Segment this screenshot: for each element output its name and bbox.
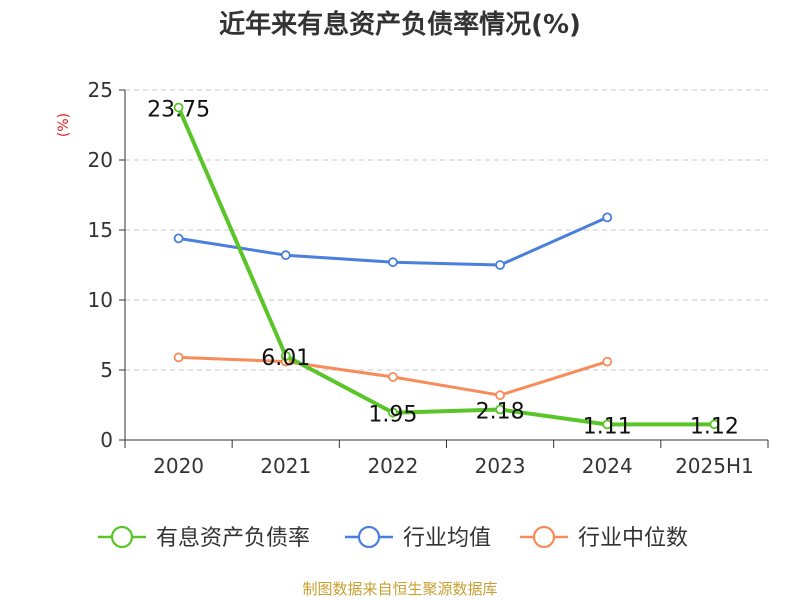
data-point <box>388 407 398 418</box>
legend-marker <box>532 525 556 549</box>
series-2 <box>173 212 613 270</box>
data-point <box>709 419 720 430</box>
data-label: 23.75 <box>147 98 210 123</box>
data-point <box>280 250 291 261</box>
data-point <box>173 352 184 363</box>
x-tick-label: 2023 <box>475 454 526 478</box>
x-tick-label: 2025H1 <box>675 454 754 478</box>
axes: 0 5 10 15 20 25 (%) 2020 2021 2022 2023 2024 2025H1 <box>56 78 769 478</box>
data-point <box>388 372 398 382</box>
data-point <box>495 404 505 415</box>
source-note: 制图数据来自恒生聚源数据库 <box>302 580 498 598</box>
data-point <box>173 102 184 113</box>
data-point <box>602 212 613 223</box>
data-label: 1.12 <box>690 414 739 439</box>
data-labels: 23.75 6.01 1.95 2.18 1.11 1.12 <box>147 98 739 440</box>
legend: 有息资产负债率 行业均值 行业中位数 <box>98 525 688 551</box>
y-tick-label: 0 <box>100 428 113 452</box>
y-tick-label: 20 <box>88 148 113 172</box>
y-tick-label: 10 <box>88 288 113 312</box>
legend-label: 行业中位数 <box>578 526 688 551</box>
data-label: 2.18 <box>476 399 525 424</box>
series-line <box>176 106 715 427</box>
x-tick-label: 2022 <box>367 454 418 478</box>
legend-label: 有息资产负债率 <box>156 526 310 551</box>
x-tick-label: 2021 <box>260 454 311 478</box>
legend-label: 行业均值 <box>403 526 491 551</box>
series-1 <box>173 102 720 430</box>
data-point <box>495 260 505 270</box>
data-point <box>602 419 613 430</box>
y-tick-label: 5 <box>100 358 113 382</box>
y-tick-label: 15 <box>88 218 113 242</box>
legend-item-3: 行业中位数 <box>520 525 688 551</box>
legend-item-2: 行业均值 <box>345 525 491 551</box>
data-point <box>173 233 184 244</box>
data-point <box>495 390 505 401</box>
x-tick-label: 2024 <box>582 454 633 478</box>
data-label: 1.95 <box>368 403 417 428</box>
data-point <box>602 356 613 367</box>
legend-marker <box>357 525 381 549</box>
legend-item-1: 有息资产负债率 <box>98 525 310 551</box>
data-label: 6.01 <box>261 346 310 371</box>
grid-lines <box>125 89 768 371</box>
data-point <box>280 350 291 361</box>
series-3 <box>173 352 613 401</box>
legend-marker <box>110 525 134 549</box>
y-axis-label: (%) <box>56 113 72 137</box>
data-label: 1.11 <box>583 414 632 439</box>
series-layer <box>173 102 720 430</box>
x-tick-label: 2020 <box>153 454 204 478</box>
data-point <box>388 257 398 268</box>
y-tick-label: 25 <box>88 78 113 102</box>
chart-title: 近年来有息资产负债率情况(%) <box>219 10 581 40</box>
